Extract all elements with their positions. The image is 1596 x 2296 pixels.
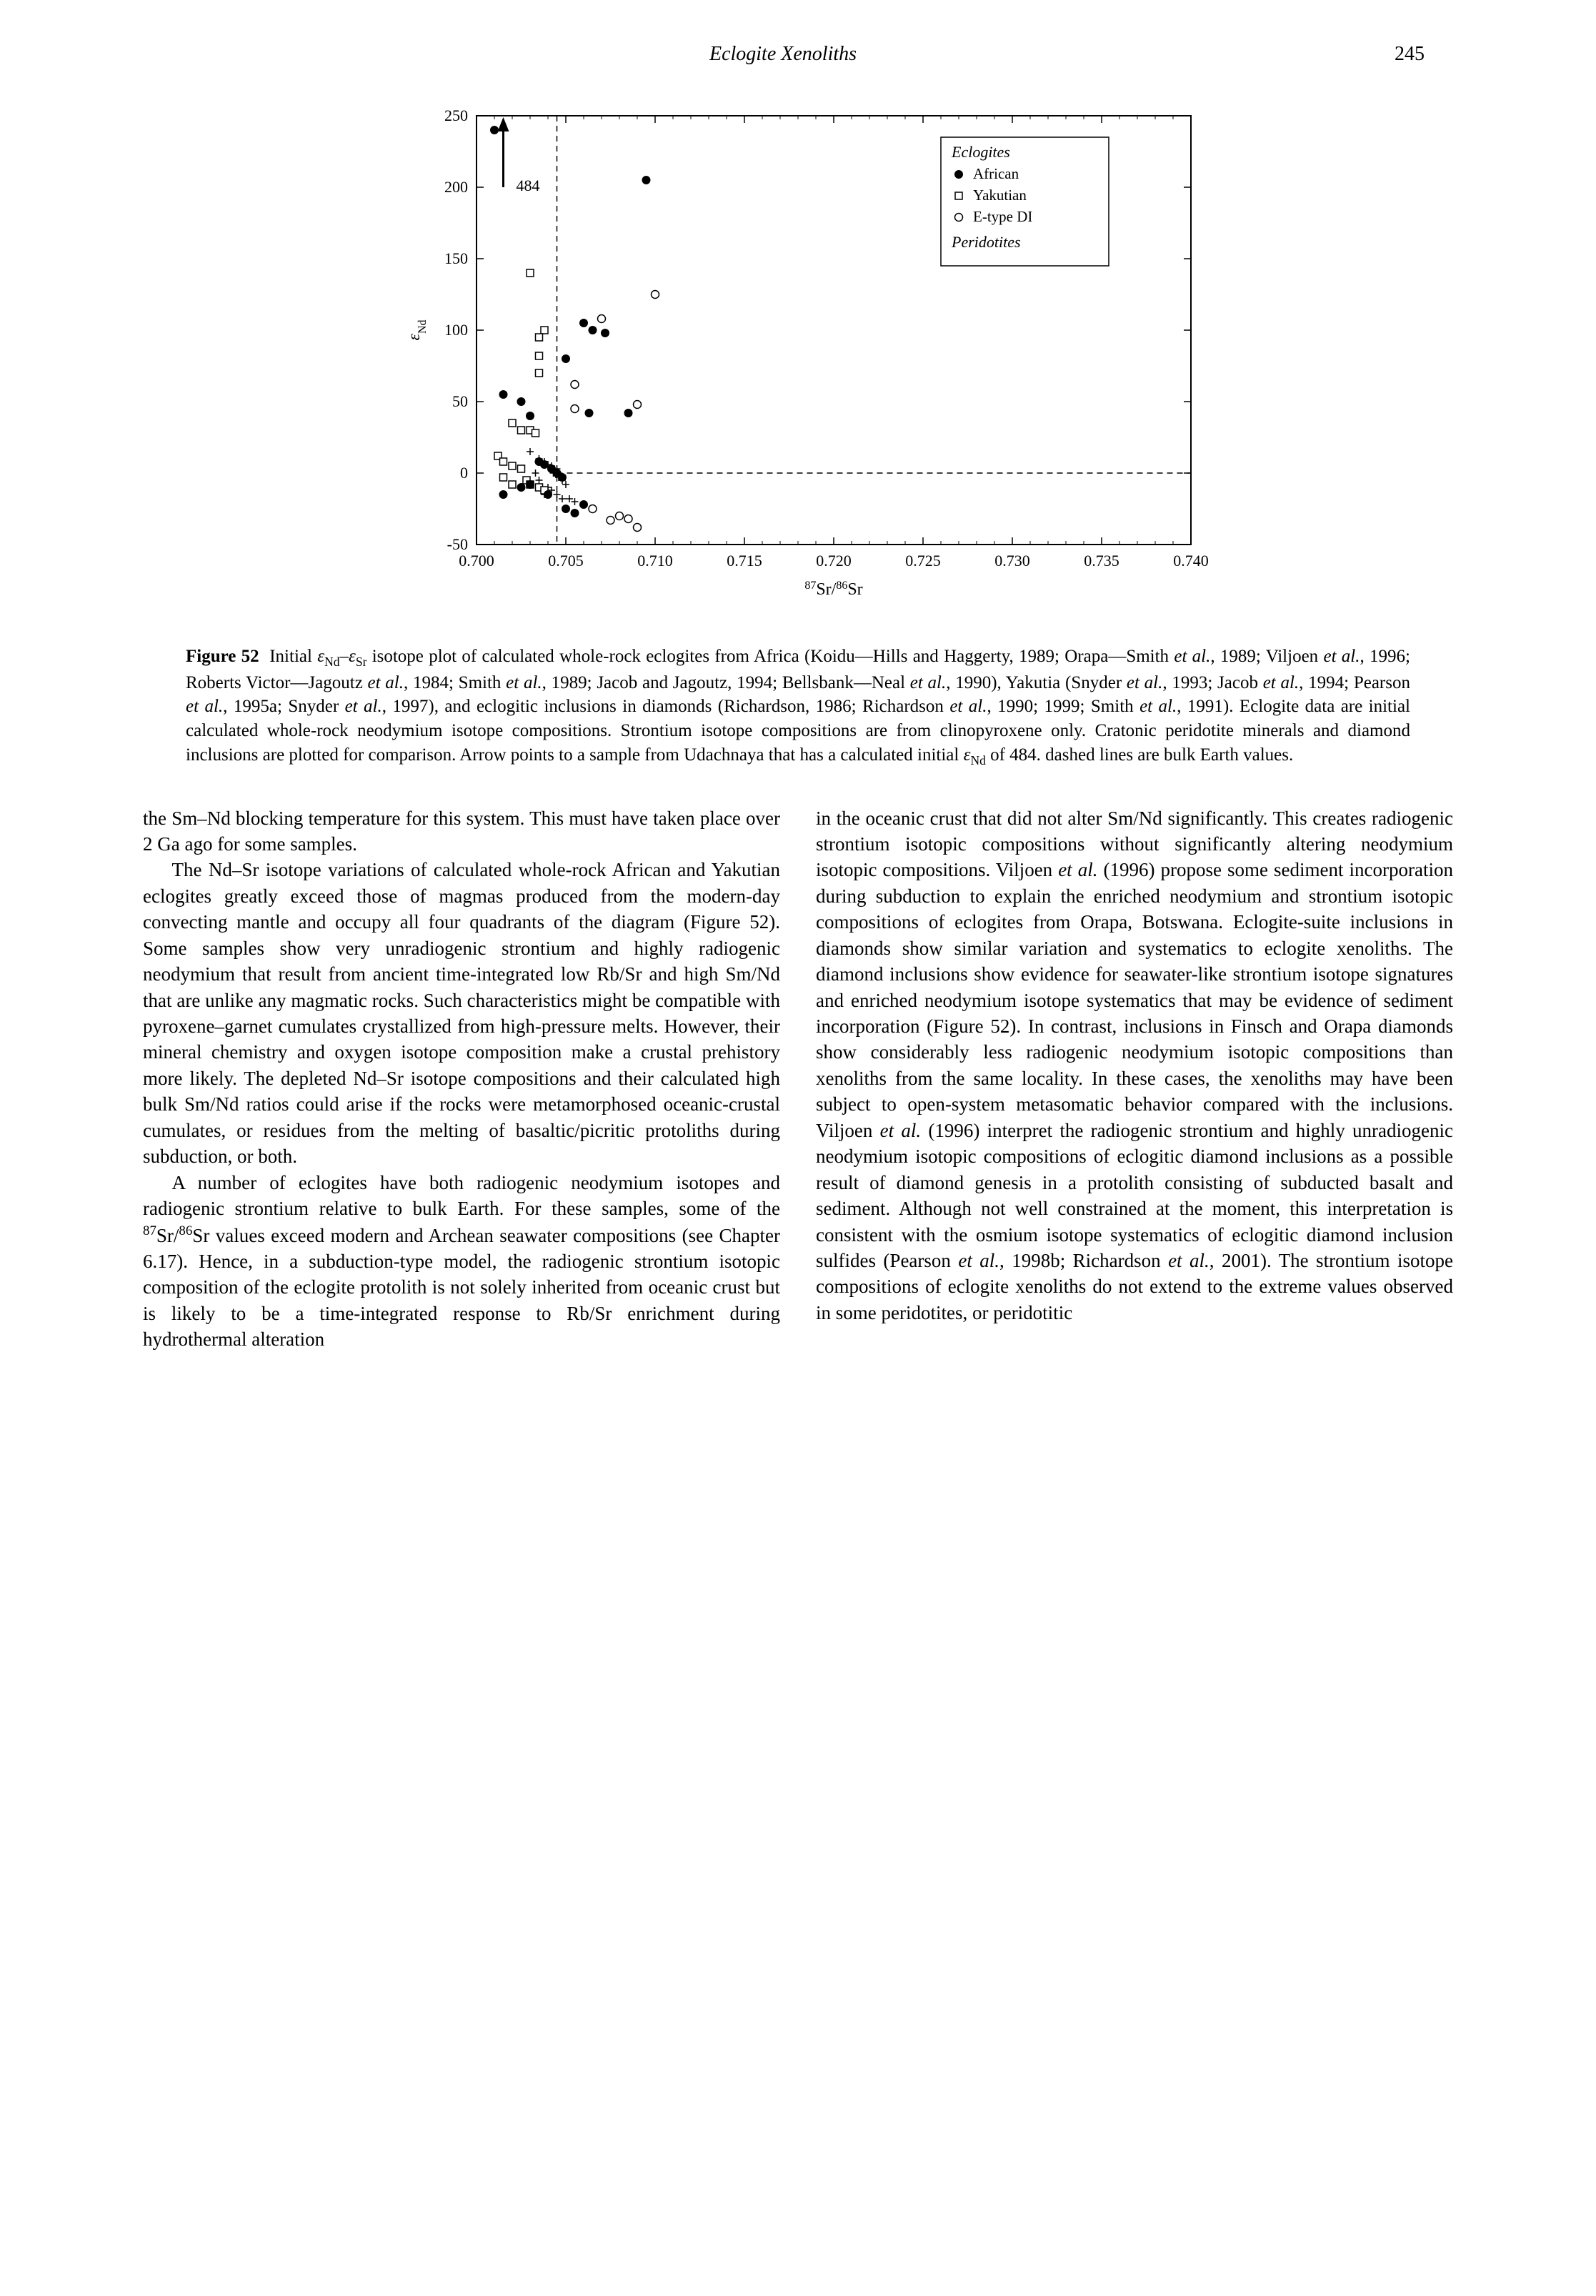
svg-text:150: 150 <box>444 249 468 267</box>
svg-text:0.735: 0.735 <box>1084 552 1119 570</box>
svg-text:0.740: 0.740 <box>1173 552 1209 570</box>
figure-caption: Figure 52 Initial εNd–εSr isotope plot o… <box>186 645 1410 770</box>
page-header: Eclogite Xenoliths 245 <box>143 43 1453 66</box>
caption-text: Initial εNd–εSr isotope plot of calculat… <box>186 647 1410 765</box>
svg-text:E-type DI: E-type DI <box>973 208 1032 225</box>
svg-text:0.710: 0.710 <box>637 552 673 570</box>
right-column: in the oceanic crust that did not alter … <box>816 805 1453 1353</box>
svg-text:0.730: 0.730 <box>994 552 1030 570</box>
paragraph: the Sm–Nd blocking temperature for this … <box>143 805 780 858</box>
svg-text:0.700: 0.700 <box>459 552 494 570</box>
paragraph: in the oceanic crust that did not alter … <box>816 805 1453 1326</box>
svg-text:250: 250 <box>444 106 468 124</box>
svg-text:50: 50 <box>452 392 468 410</box>
svg-text:Yakutian: Yakutian <box>973 187 1027 204</box>
svg-text:-50: -50 <box>447 535 468 553</box>
paragraph: The Nd–Sr isotope variations of calculat… <box>143 857 780 1169</box>
svg-text:Eclogites: Eclogites <box>951 143 1010 161</box>
svg-text:0.720: 0.720 <box>816 552 852 570</box>
paragraph: A number of eclogites have both radiogen… <box>143 1170 780 1353</box>
body-columns: the Sm–Nd blocking temperature for this … <box>143 805 1453 1353</box>
svg-text:African: African <box>973 165 1019 182</box>
svg-text:0.725: 0.725 <box>905 552 941 570</box>
svg-text:εNd: εNd <box>405 319 429 340</box>
left-column: the Sm–Nd blocking temperature for this … <box>143 805 780 1353</box>
page-number: 245 <box>1395 43 1425 66</box>
figure-label: Figure 52 <box>186 647 259 666</box>
svg-text:Peridotites: Peridotites <box>951 233 1021 251</box>
svg-text:87Sr/86Sr: 87Sr/86Sr <box>804 580 862 600</box>
svg-text:0.705: 0.705 <box>548 552 584 570</box>
svg-text:0: 0 <box>460 464 468 482</box>
scatter-chart: 0.700 0.705 0.710 0.715 0.720 0.725 0.730 0.735… <box>369 94 1227 623</box>
header-title: Eclogite Xenoliths <box>709 43 857 66</box>
svg-text:100: 100 <box>444 321 468 339</box>
svg-text:200: 200 <box>444 178 468 196</box>
svg-text:484: 484 <box>517 177 540 194</box>
svg-text:0.715: 0.715 <box>727 552 762 570</box>
